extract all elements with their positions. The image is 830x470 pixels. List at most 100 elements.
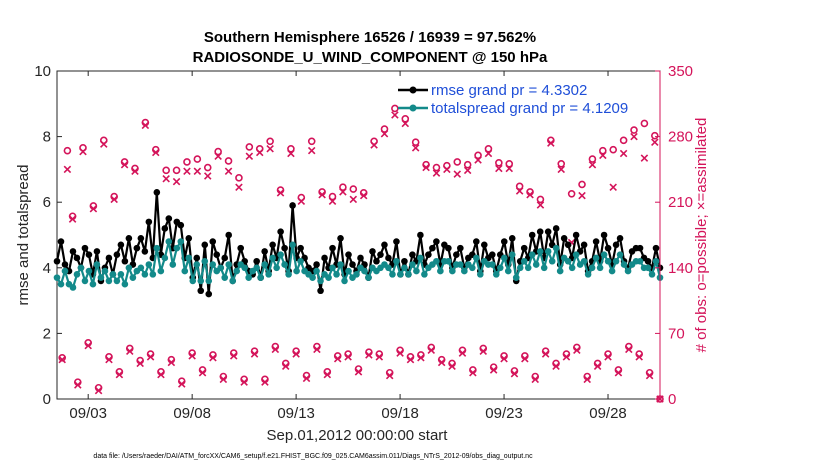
obs-assimilated-stroke — [152, 148, 160, 157]
obs-assimilated-stroke — [209, 354, 217, 362]
obs-assimilated-marker — [635, 353, 643, 361]
spread-point — [353, 271, 360, 278]
obs-assimilated-marker — [651, 138, 659, 146]
spread-point — [97, 274, 105, 281]
spread-point — [233, 267, 241, 275]
spread-point — [309, 274, 316, 281]
obs-assimilated-marker — [266, 145, 274, 153]
obs-assimilated-stroke — [505, 164, 514, 173]
rmse-point — [197, 287, 205, 295]
rmse-point — [401, 257, 408, 265]
spread-point — [173, 244, 181, 252]
y-tick-label: 6 — [43, 194, 51, 211]
spread-point — [496, 264, 504, 272]
spread-point — [217, 264, 225, 272]
rmse-point — [117, 241, 125, 249]
rmse-point — [145, 218, 153, 226]
obs-assimilated-marker — [214, 152, 222, 161]
spread-point — [524, 264, 532, 272]
obs-assimilated-stroke — [339, 188, 347, 196]
obs-assimilated-marker — [531, 375, 540, 384]
rmse-point — [161, 225, 169, 232]
obs-assimilated-marker — [307, 146, 316, 155]
spread-point — [417, 254, 424, 262]
rmse-point — [185, 234, 193, 242]
obs-assimilated-stroke — [183, 167, 191, 176]
obs-possible-marker — [484, 144, 493, 153]
spread-point — [197, 277, 205, 285]
obs-possible-marker — [380, 125, 389, 133]
chart-title-line-2: RADIOSONDE_U_WIND_COMPONENT @ 150 hPa — [193, 49, 548, 66]
rmse-point — [373, 257, 380, 265]
rmse-point — [357, 254, 364, 262]
spread-point — [516, 264, 524, 272]
obs-assimilated-marker — [401, 119, 410, 128]
obs-assimilated-stroke — [619, 149, 628, 158]
obs-assimilated-stroke — [432, 169, 441, 177]
spread-point — [141, 271, 149, 278]
obs-assimilated-marker — [339, 188, 347, 196]
rmse-point — [205, 290, 213, 298]
spread-point — [257, 274, 264, 281]
spread-point — [528, 251, 536, 258]
obs-possible-marker — [619, 136, 628, 145]
obs-assimilated-stroke — [604, 353, 612, 361]
obs-assimilated-marker — [297, 197, 306, 206]
rmse-point — [225, 231, 233, 239]
obs-assimilated-marker — [515, 187, 524, 195]
obs-possible-marker — [287, 144, 295, 153]
spread-point — [145, 261, 153, 268]
spread-point — [181, 267, 189, 275]
obs-assimilated-stroke — [240, 378, 248, 386]
spread-point — [137, 264, 145, 272]
spread-point — [221, 274, 229, 281]
x-tick-label: 09/23 — [485, 405, 523, 422]
obs-assimilated-stroke — [167, 358, 176, 367]
obs-assimilated-marker — [250, 350, 259, 358]
rmse-point — [53, 257, 61, 265]
obs-assimilated-marker — [203, 172, 212, 180]
x-tick-label: 09/03 — [69, 405, 107, 422]
obs-assimilated-marker — [281, 362, 290, 370]
legend-rmse-marker — [409, 86, 417, 94]
spread-point — [568, 264, 576, 272]
spread-point — [385, 264, 392, 272]
spread-point — [588, 264, 596, 272]
obs-assimilated-stroke — [146, 353, 155, 361]
rmse-point — [133, 244, 141, 252]
rmse-point — [544, 228, 552, 236]
rmse-point — [592, 238, 600, 245]
obs-assimilated-stroke — [411, 144, 420, 152]
rmse-point — [636, 244, 644, 252]
obs-assimilated-stroke — [58, 355, 66, 364]
obs-assimilated-marker — [344, 353, 352, 361]
spread-point — [616, 251, 624, 258]
obs-assimilated-marker — [235, 183, 243, 191]
obs-possible-marker — [245, 143, 254, 151]
obs-assimilated-stroke — [115, 370, 124, 379]
rmse-point — [85, 251, 93, 258]
obs-possible-marker — [203, 163, 212, 172]
rmse-point — [261, 248, 268, 255]
obs-assimilated-stroke — [333, 354, 342, 363]
obs-assimilated-stroke — [344, 353, 352, 361]
rmse-point — [652, 244, 660, 252]
obs-assimilated-marker — [167, 358, 176, 367]
rmse-point — [61, 261, 69, 268]
obs-assimilated-stroke — [443, 165, 451, 174]
obs-assimilated-marker — [74, 381, 82, 389]
obs-assimilated-stroke — [573, 346, 581, 355]
obs-assimilated-marker — [115, 370, 124, 379]
spread-point — [445, 257, 452, 265]
obs-assimilated-marker — [432, 169, 441, 177]
spread-point — [69, 284, 77, 291]
rmse-point — [445, 244, 452, 252]
obs-assimilated-stroke — [531, 375, 540, 384]
obs-assimilated-marker — [645, 371, 654, 380]
spread-point — [177, 238, 185, 245]
obs-assimilated-marker — [609, 183, 617, 191]
spread-point — [125, 264, 133, 272]
obs-possible-marker — [495, 159, 503, 167]
spread-point — [648, 271, 656, 278]
y2-tick-label: 210 — [668, 194, 693, 211]
